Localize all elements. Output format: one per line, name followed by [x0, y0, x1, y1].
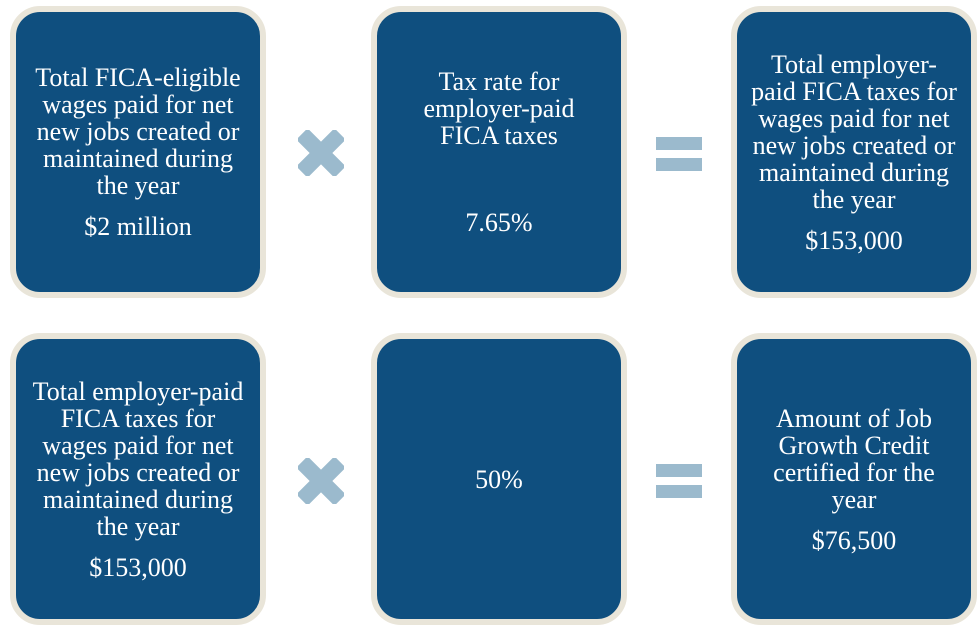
- box: Total employer-paid FICA taxes for wages…: [731, 6, 977, 298]
- box-value: 7.65%: [465, 208, 533, 237]
- box-value: $2 million: [84, 212, 192, 241]
- box-label: Total FICA-eligible wages paid for net n…: [35, 63, 241, 200]
- box: Total employer-paid FICA taxes for wages…: [10, 333, 266, 625]
- box-label: Total employer-paid FICA taxes for wages…: [32, 376, 244, 541]
- box-label: Total employer-paid FICA taxes for wages…: [751, 49, 957, 214]
- box-label: Tax rate for employer-paid FICA taxes: [423, 67, 575, 150]
- box-value: $153,000: [89, 552, 187, 582]
- box-value: $153,000: [805, 225, 903, 255]
- box: Tax rate for employer-paid FICA taxes 7.…: [371, 6, 627, 298]
- box-label: Amount of Job Growth Credit certified fo…: [773, 403, 935, 514]
- box: Total FICA-eligible wages paid for net n…: [10, 6, 266, 298]
- box: 50%: [371, 333, 627, 625]
- box: Amount of Job Growth Credit certified fo…: [731, 333, 977, 625]
- box-value: 50%: [475, 464, 523, 494]
- multiply-icon: [298, 458, 344, 504]
- equals-icon: [656, 137, 702, 171]
- box-value: $76,500: [811, 525, 897, 555]
- equals-icon: [656, 464, 702, 498]
- multiply-icon: [298, 130, 344, 176]
